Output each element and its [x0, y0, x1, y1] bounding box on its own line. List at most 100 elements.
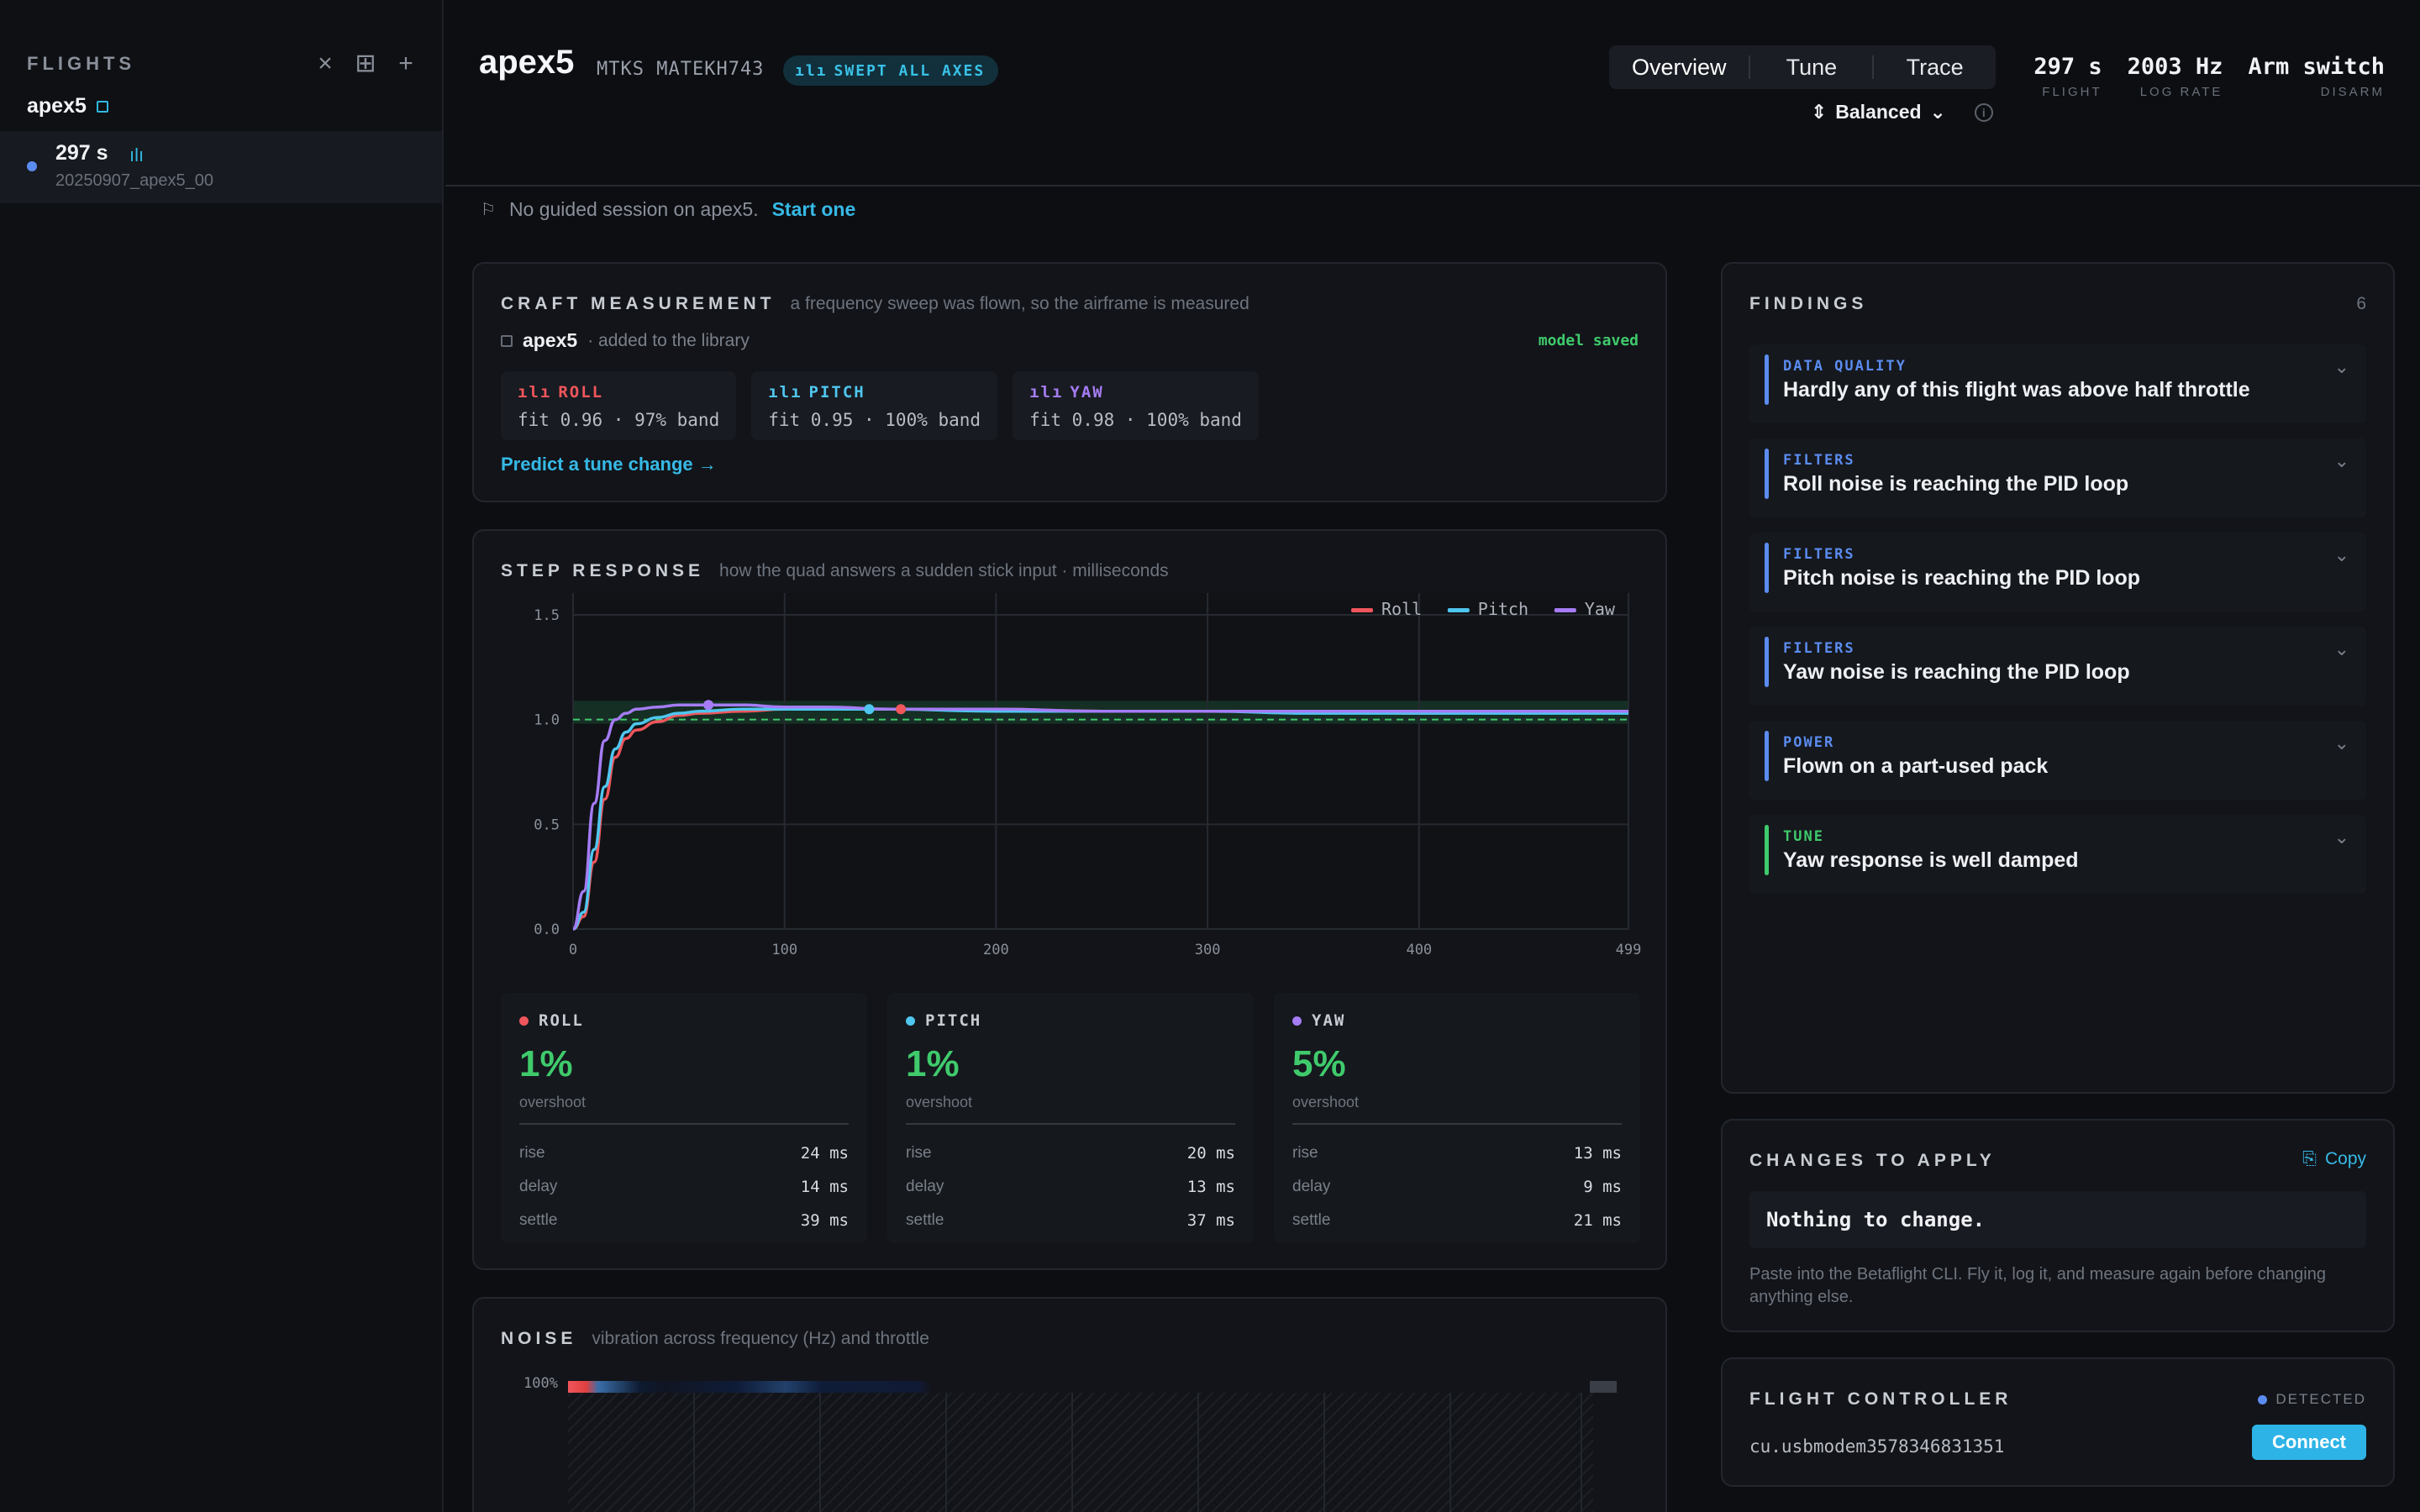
flag-icon: ⚐: [481, 201, 496, 219]
header: apex5 MTKS MATEKH743 ılı SWEPT ALL AXES …: [445, 0, 2420, 186]
close-icon[interactable]: ×: [318, 50, 333, 77]
pitch-dot-icon: [906, 1016, 915, 1026]
card-title: CRAFT MEASUREMENT a frequency sweep was …: [501, 294, 1249, 314]
stat-value: 2003 Hz: [2127, 54, 2223, 80]
x-tick-label: 200: [983, 942, 1009, 958]
series-line-yaw: [571, 703, 1628, 931]
grid-icon[interactable]: ⊞: [355, 50, 376, 77]
axis-fit-yaw: ılı YAW fit 0.98 · 100% band: [1013, 371, 1259, 440]
metric-row: rise 13 ms: [1292, 1137, 1622, 1170]
serial-port: cu.usbmodem3578346831351: [1749, 1436, 2005, 1457]
metric-key: delay: [906, 1178, 944, 1195]
metric-key: settle: [906, 1211, 944, 1229]
rise-value: 24 ms: [800, 1144, 849, 1163]
stat-value: Arm switch: [2248, 54, 2385, 80]
divider: [1292, 1123, 1622, 1125]
finding-item[interactable]: POWER Flown on a part-used pack ⌄: [1749, 721, 2366, 800]
sweep-icon: ılı: [795, 61, 828, 80]
predict-tune-link[interactable]: Predict a tune change →: [501, 454, 717, 475]
plus-icon[interactable]: +: [398, 50, 413, 77]
sidebar-title: FLIGHTS: [27, 53, 136, 74]
metric-yaw: YAW 5% overshoot rise 13 ms delay 9 ms set…: [1274, 993, 1640, 1243]
card-title-text: FINDINGS: [1749, 294, 1868, 313]
tab-overview[interactable]: Overview: [1631, 54, 1727, 80]
metric-key: delay: [519, 1178, 558, 1195]
metric-row: delay 14 ms: [519, 1170, 849, 1204]
axis-name: ılı ROLL: [518, 383, 719, 402]
metric-name: YAW: [1292, 1011, 1622, 1030]
finding-accent: [1765, 543, 1769, 593]
finding-item[interactable]: FILTERS Yaw noise is reaching the PID lo…: [1749, 627, 2366, 706]
finding-item[interactable]: DATA QUALITY Hardly any of this flight w…: [1749, 344, 2366, 423]
chevron-down-icon[interactable]: ⌄: [2333, 356, 2349, 377]
finding-item[interactable]: TUNE Yaw response is well damped ⌄: [1749, 815, 2366, 894]
axis-label: PITCH: [808, 383, 865, 402]
axis-fit-pitch: ılı PITCH fit 0.95 · 100% band: [751, 371, 998, 440]
finding-category: POWER: [1783, 734, 1835, 751]
finding-accent: [1765, 825, 1769, 875]
axis-fit: fit 0.96 · 97% band: [518, 410, 720, 430]
finding-item[interactable]: FILTERS Roll noise is reaching the PID l…: [1749, 438, 2366, 517]
chevron-down-icon: ⌄: [1929, 101, 1946, 123]
connect-button[interactable]: Connect: [2252, 1425, 2366, 1460]
noise-band: [568, 1381, 1173, 1393]
axis-label: YAW: [1070, 383, 1104, 402]
chevron-down-icon[interactable]: ⌄: [2333, 450, 2349, 471]
guided-session-bar: ⚐ No guided session on apex5. Start one: [481, 198, 855, 221]
start-session-link[interactable]: Start one: [771, 198, 856, 220]
metric-name: ROLL: [519, 1011, 849, 1030]
sweep-icon: ılı: [518, 383, 552, 402]
flight-duration: 297 s: [55, 141, 108, 165]
mode-select[interactable]: ⇕ Balanced ⌄ i: [1811, 101, 1993, 123]
chevron-down-icon[interactable]: ⌄: [2333, 544, 2349, 565]
finding-text: Roll noise is reaching the PID loop: [1783, 472, 2129, 496]
metric-name: PITCH: [906, 1011, 1235, 1030]
overshoot-label: overshoot: [1292, 1094, 1360, 1110]
finding-accent: [1765, 731, 1769, 781]
chevron-down-icon[interactable]: ⌄: [2333, 732, 2349, 753]
tab-tune[interactable]: Tune: [1786, 54, 1838, 80]
metric-roll: ROLL 1% overshoot rise 24 ms delay 14 ms s…: [501, 993, 867, 1243]
sidebar-craft[interactable]: apex5: [27, 94, 108, 118]
info-icon[interactable]: i: [1974, 102, 1993, 122]
finding-text: Hardly any of this flight was above half…: [1783, 378, 2250, 402]
chevron-down-icon[interactable]: ⌄: [2333, 638, 2349, 659]
stat-log-rate: 2003 Hz LOG RATE: [2128, 54, 2223, 99]
changes-note: Paste into the Betaflight CLI. Fly it, l…: [1749, 1265, 2326, 1306]
sweep-badge-label: SWEPT ALL AXES: [834, 61, 986, 80]
settle-value: 37 ms: [1186, 1211, 1235, 1230]
finding-accent: [1765, 354, 1769, 405]
noise-heatmap: 100%: [523, 1375, 1617, 1512]
noise-band-end: [1590, 1381, 1617, 1393]
yaw-dot-icon: [1292, 1016, 1302, 1026]
card-title-text: STEP RESPONSE: [501, 561, 705, 580]
finding-category: FILTERS: [1783, 546, 1855, 563]
card-subtitle: how the quad answers a sudden stick inpu…: [719, 561, 1169, 580]
x-tick-label: 300: [1195, 942, 1221, 958]
finding-category: TUNE: [1783, 828, 1824, 845]
tab-trace[interactable]: Trace: [1906, 54, 1964, 80]
findings-list: DATA QUALITY Hardly any of this flight w…: [1749, 344, 2366, 909]
y-tick-label: 0.0: [534, 921, 560, 938]
page-title: apex5: [479, 44, 575, 81]
rise-value: 20 ms: [1186, 1144, 1235, 1163]
mode-label: Balanced: [1835, 101, 1922, 123]
divider: [906, 1123, 1235, 1125]
finding-item[interactable]: FILTERS Pitch noise is reaching the PID …: [1749, 533, 2366, 612]
status-dot-icon: [2258, 1394, 2268, 1404]
flight-file: 20250907_apex5_00: [55, 171, 213, 190]
axis-fit-roll: ılı ROLL fit 0.96 · 97% band: [501, 371, 737, 440]
delay-value: 14 ms: [800, 1178, 849, 1196]
sidebar-flight-item[interactable]: 297 s ılı 20250907_apex5_00: [0, 131, 442, 203]
sweep-badge: ılı SWEPT ALL AXES: [783, 55, 999, 86]
copy-button[interactable]: ⎘ Copy: [2302, 1149, 2366, 1169]
card-title-text: FLIGHT CONTROLLER: [1749, 1389, 2012, 1409]
metric-pitch: PITCH 1% overshoot rise 20 ms delay 13 ms …: [887, 993, 1254, 1243]
delay-value: 9 ms: [1583, 1178, 1622, 1196]
chevron-down-icon[interactable]: ⌄: [2333, 827, 2349, 848]
noise-y-tick: 100%: [523, 1375, 558, 1392]
y-tick-label: 1.0: [534, 712, 560, 729]
metric-key: rise: [906, 1144, 932, 1162]
legend-label-pitch: Pitch: [1478, 599, 1528, 619]
x-tick-label: 100: [771, 942, 797, 958]
